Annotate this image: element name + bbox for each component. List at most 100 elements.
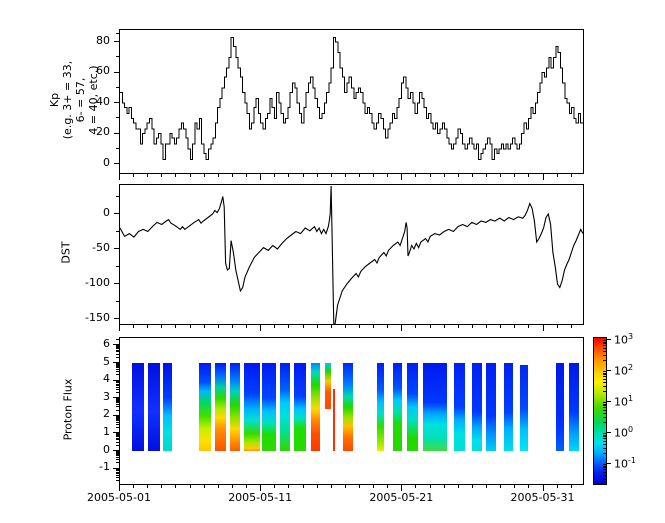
tick-mark — [116, 434, 119, 436]
tick-mark — [114, 163, 119, 164]
tick-mark — [603, 471, 606, 473]
tick-mark — [486, 173, 488, 177]
tick-mark — [116, 365, 119, 367]
tick-mark — [114, 248, 119, 249]
tick-mark — [429, 484, 431, 488]
tick-mark — [116, 300, 119, 302]
tick-mark — [116, 468, 119, 470]
kp-ytick-label: 40 — [96, 94, 110, 108]
tick-mark — [116, 424, 119, 425]
tick-mark — [288, 173, 290, 177]
tick-mark — [603, 422, 606, 424]
tick-mark — [344, 484, 346, 488]
tick-mark — [116, 470, 119, 472]
dst-ytick-label: -150 — [85, 310, 110, 324]
kp-line-plot — [120, 36, 583, 160]
tick-mark — [556, 484, 558, 488]
flux-day-column — [376, 363, 384, 451]
kp-ytick-label: 80 — [96, 33, 110, 47]
tick-mark — [542, 484, 544, 491]
colorbar-tick-label: 100 — [614, 424, 634, 440]
flux-day-column — [294, 363, 307, 451]
tick-mark — [175, 324, 177, 328]
flux-day-column — [343, 363, 353, 451]
tick-mark — [260, 484, 262, 491]
flux-day-column — [520, 364, 528, 451]
tick-mark — [217, 484, 219, 488]
tick-mark — [114, 102, 119, 103]
flux-ytick-label: 0 — [103, 442, 110, 456]
tick-mark — [114, 41, 119, 42]
tick-mark — [161, 324, 163, 328]
tick-mark — [116, 56, 119, 58]
tick-mark — [116, 421, 119, 423]
tick-mark — [116, 404, 119, 406]
flux-day-column — [163, 363, 172, 451]
tick-mark — [603, 343, 606, 345]
flux-day-column — [147, 363, 160, 451]
flux-ytick-label: 5 — [103, 354, 110, 368]
tick-mark — [116, 230, 119, 232]
tick-mark — [344, 324, 346, 328]
flux-day-column — [393, 363, 402, 451]
flux-day-column — [325, 363, 332, 409]
proton-flux-panel — [119, 337, 584, 485]
tick-mark — [603, 345, 606, 347]
tick-mark — [443, 484, 445, 488]
tick-mark — [528, 173, 530, 177]
tick-mark — [116, 415, 119, 417]
flux-day-column — [569, 363, 580, 451]
tick-mark — [116, 444, 119, 446]
tick-mark — [471, 324, 473, 328]
tick-mark — [116, 345, 119, 347]
tick-mark — [114, 283, 119, 284]
flux-day-column — [244, 363, 260, 451]
tick-mark — [116, 474, 119, 476]
tick-mark — [116, 406, 119, 408]
tick-mark — [457, 324, 459, 328]
tick-mark — [116, 398, 119, 399]
flux-day-column — [199, 363, 212, 451]
tick-mark — [603, 370, 606, 372]
tick-mark — [116, 117, 119, 119]
tick-mark — [260, 324, 262, 331]
tick-mark — [603, 469, 606, 471]
tick-mark — [603, 409, 606, 411]
tick-mark — [203, 484, 205, 488]
tick-mark — [603, 434, 606, 436]
colorbar-tick-label: 103 — [614, 331, 634, 347]
tick-mark — [358, 484, 360, 488]
tick-mark — [116, 418, 119, 420]
tick-mark — [603, 416, 606, 418]
tick-mark — [373, 484, 375, 488]
tick-mark — [116, 476, 119, 478]
tick-mark — [500, 324, 502, 328]
flux-day-column — [262, 363, 277, 451]
tick-mark — [114, 71, 119, 73]
tick-mark — [116, 451, 119, 453]
tick-mark — [373, 173, 375, 177]
tick-mark — [116, 437, 119, 439]
x-tick-label-1: 2005-05-01 — [87, 491, 151, 504]
tick-mark — [603, 381, 606, 383]
tick-mark — [288, 484, 290, 488]
tick-mark — [116, 147, 119, 149]
flux-day-column — [311, 363, 321, 451]
tick-mark — [457, 484, 459, 488]
tick-mark — [116, 386, 119, 388]
tick-mark — [116, 356, 119, 358]
tick-mark — [116, 453, 119, 455]
tick-mark — [401, 324, 403, 331]
tick-mark — [415, 173, 417, 177]
tick-mark — [114, 213, 119, 214]
tick-mark — [114, 318, 119, 319]
tick-mark — [231, 484, 233, 488]
tick-mark — [116, 472, 119, 474]
tick-mark — [603, 440, 606, 442]
tick-mark — [113, 450, 119, 451]
tick-mark — [116, 399, 119, 401]
flux-day-column — [453, 363, 465, 451]
tick-mark — [274, 173, 276, 177]
tick-mark — [514, 484, 516, 488]
tick-mark — [116, 362, 119, 364]
